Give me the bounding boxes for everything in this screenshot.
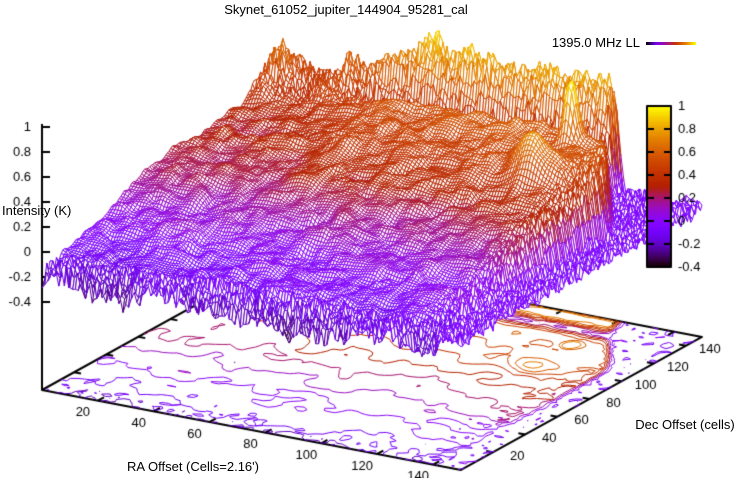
plot-title: Skynet_61052_jupiter_144904_95281_cal [224, 2, 468, 17]
legend-series-label: 1395.0 MHz LL [551, 35, 640, 50]
legend-palette-sample-line [646, 42, 696, 45]
z-axis-title: Intensity (K) [2, 203, 72, 218]
y-axis-title: Dec Offset (cells) [635, 417, 735, 432]
x-axis-title: RA Offset (Cells=2.16') [127, 459, 259, 474]
